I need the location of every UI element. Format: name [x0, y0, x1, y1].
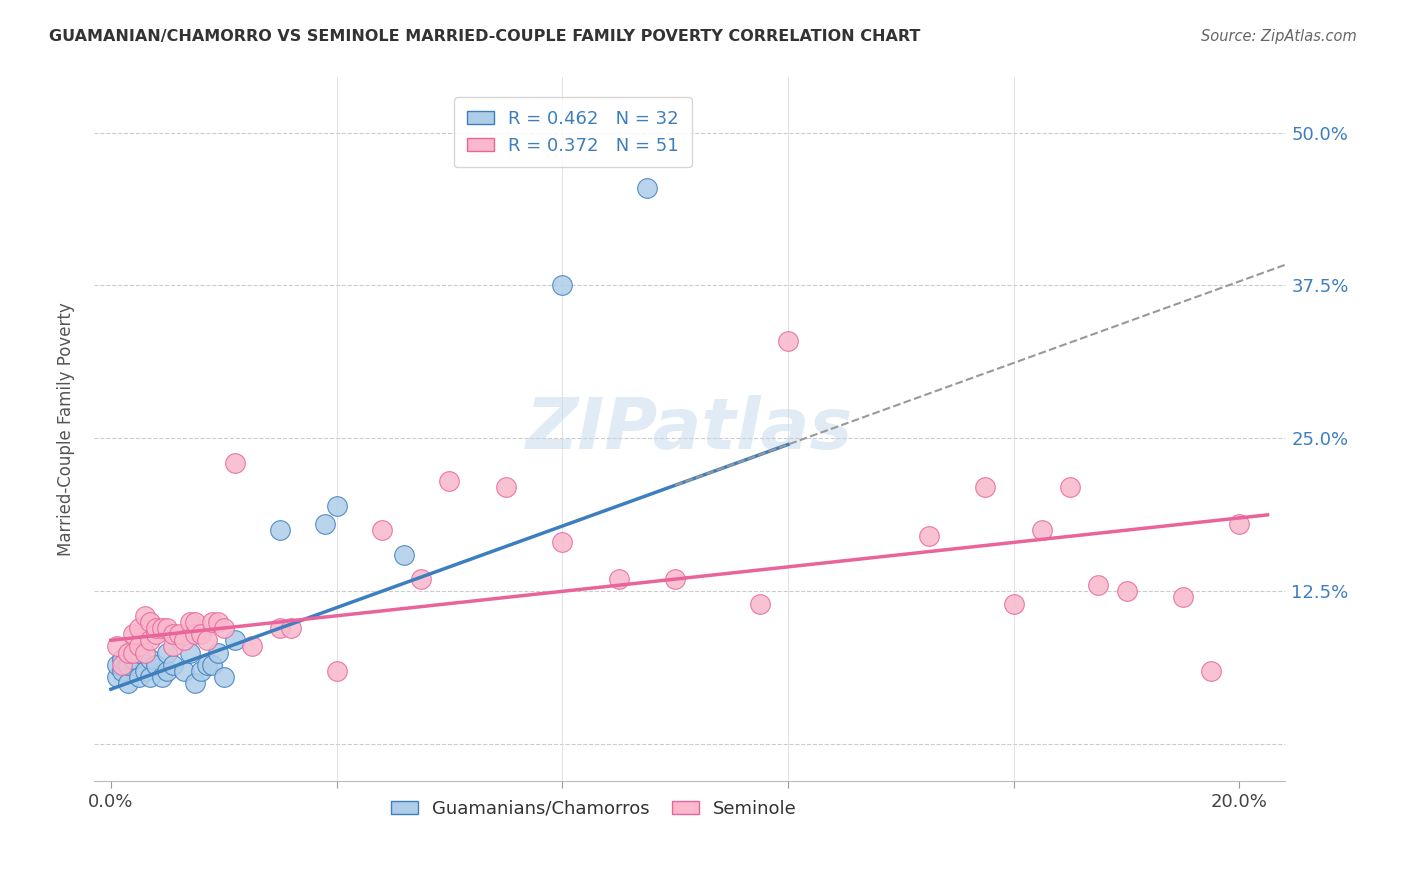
Point	[551, 278, 574, 293]
Point	[134, 646, 156, 660]
Text: ZIPatlas: ZIPatlas	[526, 395, 853, 464]
Point	[918, 529, 941, 543]
Point	[111, 651, 134, 665]
Point	[1059, 480, 1081, 494]
Point	[139, 670, 162, 684]
Point	[139, 615, 162, 629]
Point	[212, 670, 235, 684]
Point	[134, 664, 156, 678]
Point	[607, 572, 630, 586]
Point	[212, 621, 235, 635]
Point	[145, 657, 167, 672]
Point	[117, 657, 139, 672]
Point	[1031, 523, 1053, 537]
Point	[184, 676, 207, 690]
Point	[748, 597, 770, 611]
Point	[150, 621, 173, 635]
Point	[184, 627, 207, 641]
Point	[325, 664, 347, 678]
Point	[128, 621, 150, 635]
Point	[179, 615, 201, 629]
Point	[122, 646, 145, 660]
Point	[195, 657, 218, 672]
Point	[551, 535, 574, 549]
Point	[128, 670, 150, 684]
Point	[117, 646, 139, 660]
Point	[150, 670, 173, 684]
Point	[162, 657, 184, 672]
Point	[134, 608, 156, 623]
Point	[184, 615, 207, 629]
Point	[207, 615, 229, 629]
Point	[190, 664, 212, 678]
Point	[1087, 578, 1109, 592]
Point	[111, 664, 134, 678]
Legend: Guamanians/Chamorros, Seminole: Guamanians/Chamorros, Seminole	[384, 792, 804, 825]
Point	[139, 633, 162, 648]
Point	[1115, 584, 1137, 599]
Point	[122, 627, 145, 641]
Point	[664, 572, 686, 586]
Point	[394, 548, 416, 562]
Point	[167, 627, 190, 641]
Point	[173, 664, 195, 678]
Point	[269, 621, 291, 635]
Point	[207, 646, 229, 660]
Point	[156, 621, 179, 635]
Point	[179, 646, 201, 660]
Point	[314, 516, 336, 531]
Point	[128, 640, 150, 654]
Point	[201, 657, 224, 672]
Point	[105, 670, 128, 684]
Point	[370, 523, 392, 537]
Point	[1227, 516, 1250, 531]
Point	[325, 499, 347, 513]
Point	[224, 456, 246, 470]
Point	[636, 180, 658, 194]
Point	[411, 572, 433, 586]
Point	[156, 664, 179, 678]
Point	[145, 627, 167, 641]
Point	[439, 474, 461, 488]
Point	[495, 480, 517, 494]
Point	[173, 633, 195, 648]
Point	[190, 627, 212, 641]
Point	[105, 657, 128, 672]
Point	[1171, 591, 1194, 605]
Text: Source: ZipAtlas.com: Source: ZipAtlas.com	[1201, 29, 1357, 44]
Point	[269, 523, 291, 537]
Point	[156, 646, 179, 660]
Point	[162, 640, 184, 654]
Point	[111, 657, 134, 672]
Point	[128, 646, 150, 660]
Point	[1199, 664, 1222, 678]
Point	[974, 480, 997, 494]
Point	[105, 640, 128, 654]
Point	[145, 621, 167, 635]
Point	[240, 640, 263, 654]
Point	[201, 615, 224, 629]
Point	[195, 633, 218, 648]
Point	[224, 633, 246, 648]
Text: GUAMANIAN/CHAMORRO VS SEMINOLE MARRIED-COUPLE FAMILY POVERTY CORRELATION CHART: GUAMANIAN/CHAMORRO VS SEMINOLE MARRIED-C…	[49, 29, 921, 44]
Point	[117, 676, 139, 690]
Point	[139, 651, 162, 665]
Point	[280, 621, 302, 635]
Point	[122, 651, 145, 665]
Point	[1002, 597, 1025, 611]
Y-axis label: Married-Couple Family Poverty: Married-Couple Family Poverty	[58, 302, 75, 556]
Point	[162, 627, 184, 641]
Point	[776, 334, 799, 348]
